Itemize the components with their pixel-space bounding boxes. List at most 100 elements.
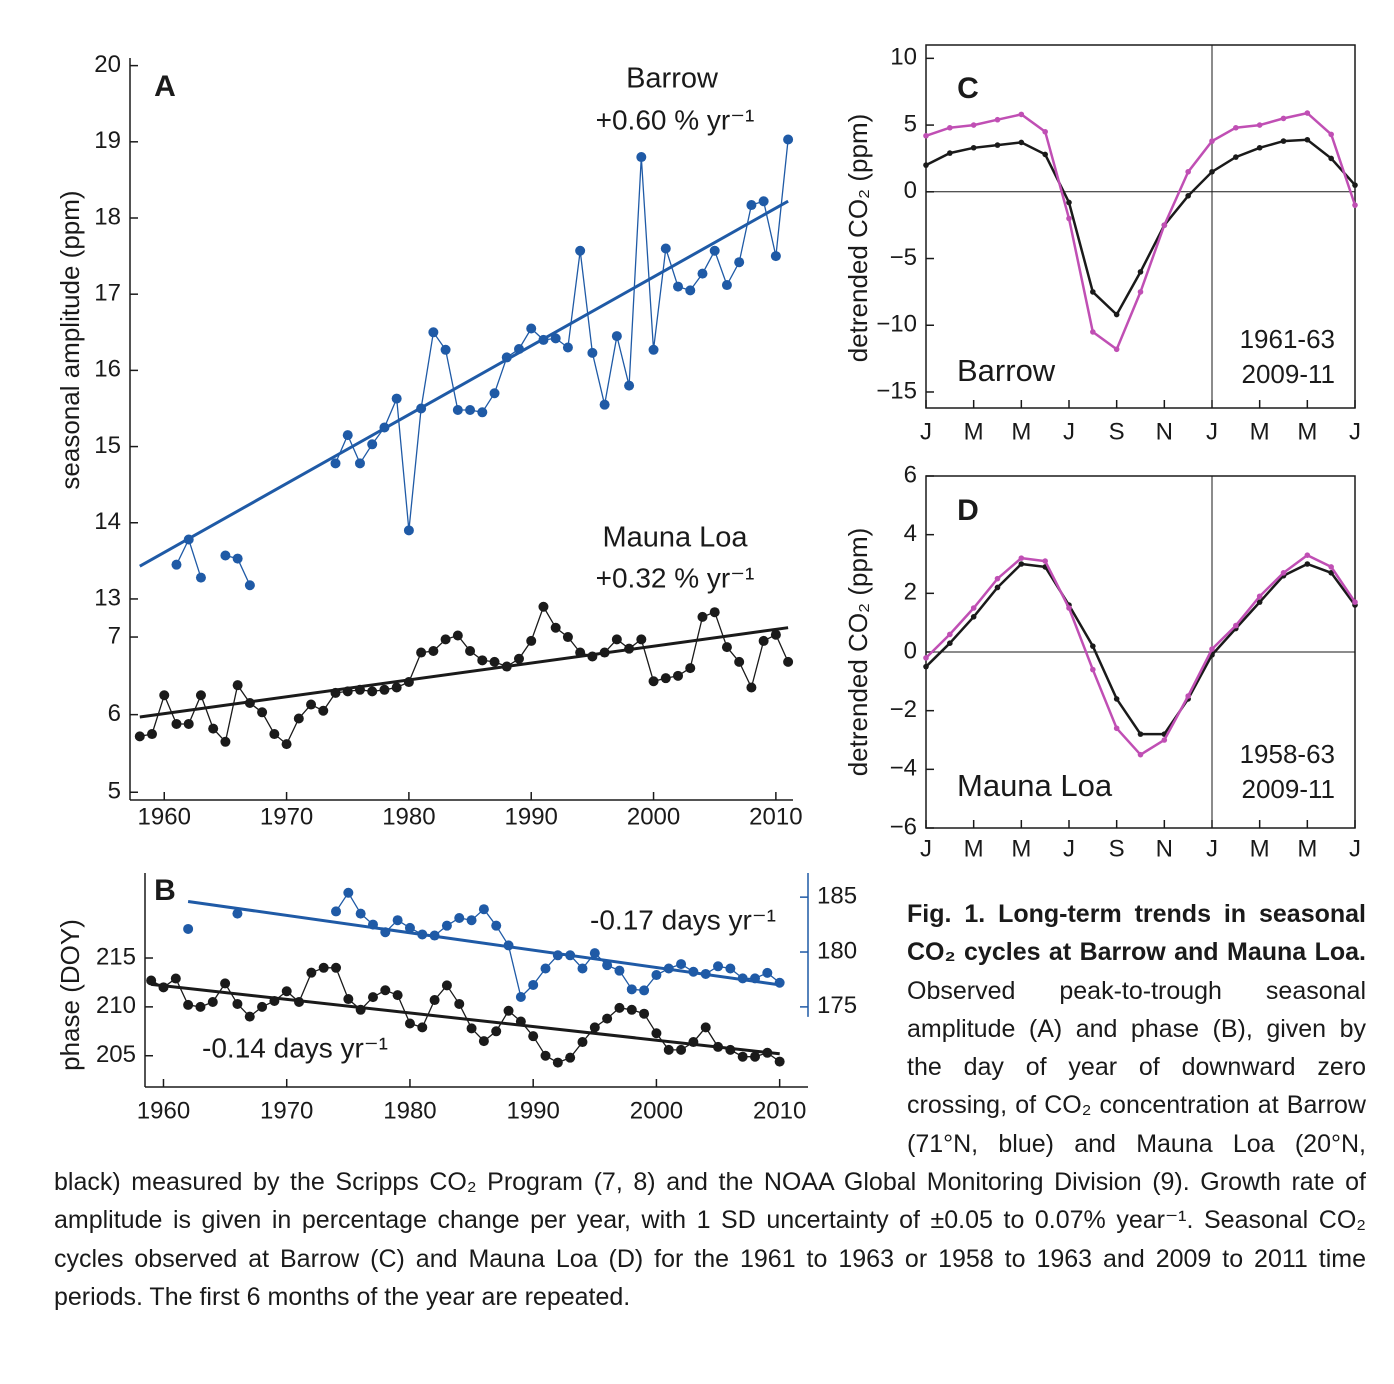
y-axis-label: seasonal amplitude (ppm) xyxy=(55,190,85,489)
data-point xyxy=(758,635,769,646)
data-point xyxy=(697,268,708,279)
data-point xyxy=(232,998,243,1009)
data-point xyxy=(440,634,451,645)
x-tick-label: M xyxy=(1250,835,1270,862)
data-point xyxy=(465,405,476,415)
legend-entry: 2009-11 xyxy=(1242,774,1336,804)
data-point xyxy=(428,646,439,657)
data-point xyxy=(1352,599,1358,605)
data-point xyxy=(970,605,977,611)
data-point xyxy=(491,1026,502,1037)
data-point xyxy=(159,690,170,701)
data-point xyxy=(513,653,524,664)
data-point xyxy=(709,245,720,256)
y-tick-label: 5 xyxy=(904,110,917,137)
trend-line xyxy=(151,982,780,1056)
data-point xyxy=(660,243,671,254)
data-point xyxy=(762,967,773,978)
data-point xyxy=(1209,138,1215,144)
trend-annotation: -0.14 days yr⁻¹ xyxy=(202,1032,388,1063)
x-tick-label: S xyxy=(1109,418,1125,445)
data-point xyxy=(1042,558,1048,564)
data-point xyxy=(354,458,365,469)
data-point xyxy=(503,1005,514,1016)
data-point xyxy=(183,923,194,934)
data-point xyxy=(331,906,342,917)
data-point xyxy=(709,607,720,618)
y-tick-label: 2 xyxy=(904,579,917,606)
data-point xyxy=(441,980,452,991)
data-point xyxy=(281,739,292,750)
data-point xyxy=(713,961,724,972)
data-point xyxy=(257,707,268,718)
data-point xyxy=(380,985,391,996)
data-point xyxy=(1113,346,1120,353)
data-point xyxy=(244,1011,255,1022)
data-point xyxy=(994,142,1001,148)
data-point xyxy=(403,525,414,536)
station-label: Mauna Loa xyxy=(957,768,1113,803)
caption-body: Observed peak-to-trough seasonal amplitu… xyxy=(54,976,1366,1311)
data-point xyxy=(783,134,794,145)
y-tick-label: −10 xyxy=(876,311,917,338)
x-tick-label: M xyxy=(1297,835,1317,862)
data-point xyxy=(367,439,378,450)
data-point xyxy=(1304,552,1311,558)
data-point xyxy=(1328,131,1334,138)
x-tick-label: 1960 xyxy=(138,803,191,830)
data-point xyxy=(651,970,662,981)
data-point xyxy=(1280,570,1287,576)
trend-line xyxy=(187,900,780,987)
data-line xyxy=(139,605,789,746)
data-point xyxy=(195,690,206,701)
data-point xyxy=(614,1002,625,1013)
data-point xyxy=(367,686,378,697)
data-point xyxy=(183,999,194,1010)
y2-tick-label: 14 xyxy=(94,508,121,535)
data-point xyxy=(1042,128,1048,135)
data-point xyxy=(923,132,929,139)
x-tick-label: 1980 xyxy=(383,1097,436,1124)
data-point xyxy=(770,629,781,640)
data-point xyxy=(970,122,977,128)
y2-tick-label: 180 xyxy=(817,937,857,964)
data-point xyxy=(1090,643,1096,649)
data-point xyxy=(538,601,549,612)
station-label: Barrow xyxy=(957,353,1056,388)
x-tick-label: 2000 xyxy=(627,803,680,830)
data-point xyxy=(1280,138,1287,144)
data-point xyxy=(700,1022,711,1033)
data-point xyxy=(379,684,390,695)
data-point xyxy=(1113,725,1120,732)
legend-entry: 1961-63 xyxy=(1240,324,1335,354)
data-point xyxy=(1304,136,1311,143)
data-point xyxy=(1328,155,1334,162)
x-tick-label: 2010 xyxy=(753,1097,806,1124)
x-tick-label: J xyxy=(1063,418,1075,445)
spacer xyxy=(54,895,907,1163)
data-point xyxy=(1137,751,1144,758)
data-point xyxy=(1185,168,1191,175)
panel-letter: D xyxy=(957,494,979,527)
data-point xyxy=(477,655,488,666)
data-point xyxy=(1233,124,1239,131)
data-point xyxy=(994,116,1001,123)
data-point xyxy=(1185,193,1191,199)
data-point xyxy=(528,979,539,990)
data-point xyxy=(515,992,526,1003)
data-point xyxy=(220,550,231,561)
data-point xyxy=(1280,115,1287,122)
data-point xyxy=(602,960,613,971)
data-point xyxy=(1137,289,1144,295)
y2-tick-label: 20 xyxy=(94,51,121,78)
data-point xyxy=(331,962,342,973)
data-point xyxy=(195,572,206,583)
data-point xyxy=(170,973,181,984)
data-point xyxy=(489,388,500,399)
y-tick-label: −4 xyxy=(890,755,917,782)
y-tick-label: 10 xyxy=(890,44,917,71)
data-point xyxy=(648,344,659,355)
data-point xyxy=(562,342,573,353)
data-point xyxy=(923,655,929,661)
